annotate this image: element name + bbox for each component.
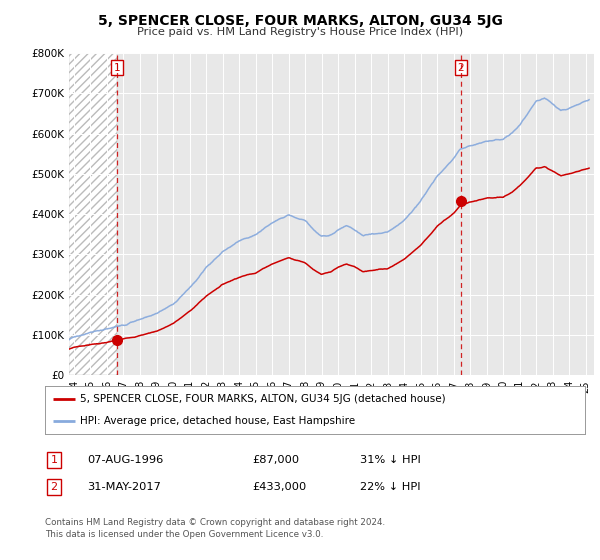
- Text: 31-MAY-2017: 31-MAY-2017: [87, 482, 161, 492]
- Text: HPI: Average price, detached house, East Hampshire: HPI: Average price, detached house, East…: [80, 416, 355, 426]
- Text: 07-AUG-1996: 07-AUG-1996: [87, 455, 163, 465]
- Bar: [69, 53, 117, 375]
- Text: 2: 2: [50, 482, 58, 492]
- Text: 5, SPENCER CLOSE, FOUR MARKS, ALTON, GU34 5JG: 5, SPENCER CLOSE, FOUR MARKS, ALTON, GU3…: [98, 14, 502, 28]
- Text: 5, SPENCER CLOSE, FOUR MARKS, ALTON, GU34 5JG (detached house): 5, SPENCER CLOSE, FOUR MARKS, ALTON, GU3…: [80, 394, 446, 404]
- Text: £433,000: £433,000: [252, 482, 306, 492]
- Text: 22% ↓ HPI: 22% ↓ HPI: [360, 482, 421, 492]
- Text: 31% ↓ HPI: 31% ↓ HPI: [360, 455, 421, 465]
- Text: 1: 1: [114, 63, 121, 73]
- Text: £87,000: £87,000: [252, 455, 299, 465]
- Text: Contains HM Land Registry data © Crown copyright and database right 2024.
This d: Contains HM Land Registry data © Crown c…: [45, 518, 385, 539]
- Bar: [69, 53, 117, 375]
- Text: 2: 2: [457, 63, 464, 73]
- Text: Price paid vs. HM Land Registry's House Price Index (HPI): Price paid vs. HM Land Registry's House …: [137, 27, 463, 37]
- Text: 1: 1: [50, 455, 58, 465]
